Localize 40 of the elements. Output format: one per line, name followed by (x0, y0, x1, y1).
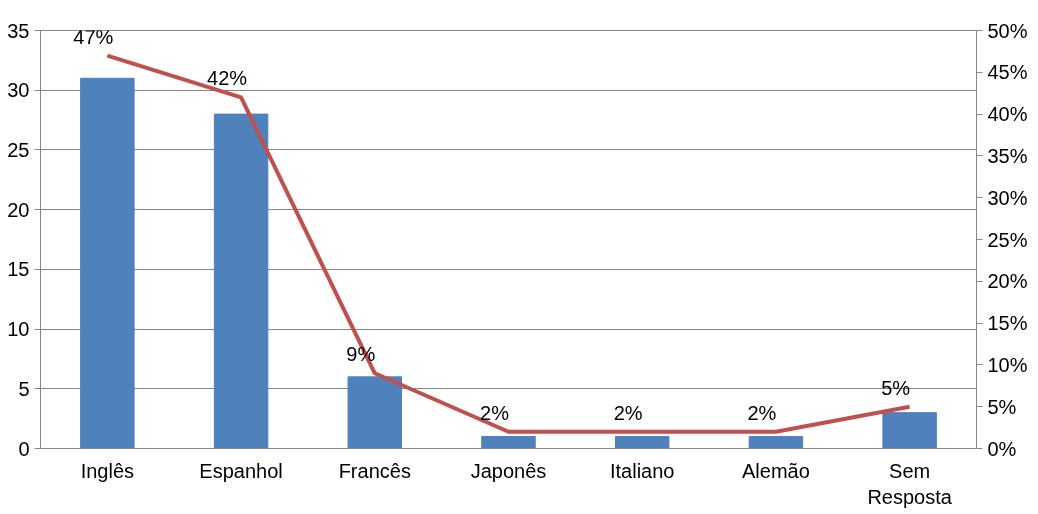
y-tick-label: 20 (7, 198, 30, 221)
bar (614, 436, 670, 449)
x-tick-label: Italiano (609, 459, 675, 482)
y-tick-label: 15 (7, 258, 30, 281)
y2-tick-label: 15% (987, 312, 1028, 335)
data-label: 2% (747, 401, 777, 424)
y2-tick-label: 0% (987, 437, 1017, 460)
y2-tick-label: 40% (987, 103, 1028, 126)
x-tick-label: Sem Resposta (867, 459, 953, 508)
y-tick-label: 10 (7, 318, 30, 341)
y2-tick-label: 50% (987, 19, 1028, 42)
bar (213, 113, 269, 449)
y-tick-label: 30 (7, 79, 30, 102)
y2-tick-label: 35% (987, 144, 1028, 167)
y2-tick-label: 30% (987, 186, 1028, 209)
y2-tick-label: 10% (987, 353, 1028, 376)
line-series (105, 53, 912, 434)
bar (748, 436, 804, 449)
data-label: 2% (613, 401, 643, 424)
y-tick-label: 35 (7, 19, 30, 42)
y2-tick-label: 5% (987, 395, 1017, 418)
bar (481, 436, 536, 449)
x-tick-label: Alemão (742, 459, 810, 482)
y2-tick-label: 25% (987, 228, 1028, 251)
bar (347, 376, 403, 449)
y-tick-label: 0 (18, 437, 30, 460)
y2-tick-label: 45% (987, 61, 1028, 84)
x-tick-label: Francês (338, 459, 411, 482)
y2-tick-label: 20% (987, 270, 1028, 293)
data-label: 5% (881, 376, 911, 399)
x-tick-label: Inglês (80, 459, 135, 482)
data-label: 2% (480, 401, 510, 424)
data-label: 47% (73, 25, 114, 48)
x-tick-label: Espanhol (199, 459, 283, 482)
data-label: 42% (207, 67, 248, 90)
x-tick-label: Japonês (470, 459, 547, 482)
y-tick-label: 25 (7, 138, 30, 161)
y-tick-label: 5 (18, 377, 30, 400)
bar (80, 77, 135, 449)
bar (882, 412, 937, 449)
